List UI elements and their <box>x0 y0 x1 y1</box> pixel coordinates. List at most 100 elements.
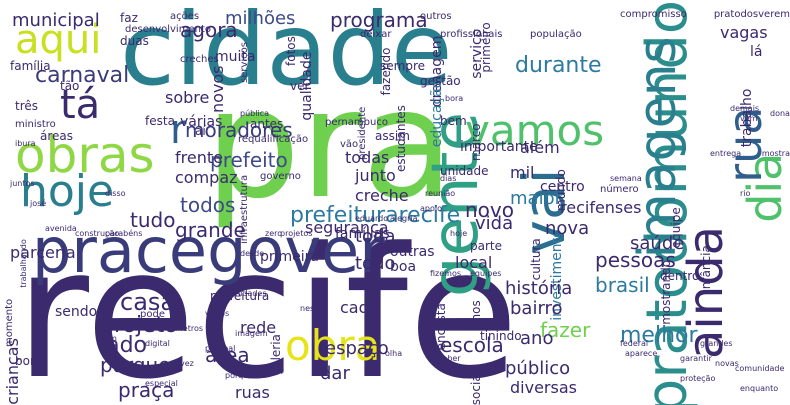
cloud-word: dona <box>770 109 790 118</box>
cloud-word: creche <box>355 186 409 205</box>
cloud-word: público <box>505 358 571 379</box>
cloud-word: momento <box>4 298 15 347</box>
cloud-word: olha <box>385 349 403 358</box>
cloud-word: prefeiturarecife <box>290 203 461 228</box>
cloud-word: agora <box>180 18 238 42</box>
cloud-word: diversas <box>510 378 577 397</box>
cloud-word: rio <box>740 189 751 198</box>
cloud-word: obra <box>285 321 381 370</box>
cloud-word: galeria <box>269 334 283 376</box>
cloud-word: gestão <box>420 74 461 88</box>
cloud-word: trabalhando <box>19 239 28 288</box>
cloud-word: avenida <box>45 224 77 233</box>
cloud-word: melhor <box>620 323 698 348</box>
cloud-word: festa <box>145 114 175 128</box>
cloud-word: proteção <box>680 374 716 383</box>
cloud-word: digital <box>145 339 170 348</box>
cloud-word: feliz <box>420 309 437 318</box>
cloud-word: muita <box>215 49 256 65</box>
cloud-word: vários <box>205 309 230 318</box>
cloud-word: novos <box>208 65 227 113</box>
cloud-word: ações <box>170 11 200 22</box>
cloud-word: projeto <box>100 313 178 338</box>
cloud-word: ibura <box>15 139 36 148</box>
cloud-word: moradores <box>185 118 293 142</box>
cloud-word: dois <box>470 319 495 333</box>
cloud-word: parque <box>100 353 171 377</box>
cloud-word: assim <box>375 129 410 143</box>
cloud-word: grande <box>175 218 246 242</box>
cloud-word: fotos <box>284 36 298 66</box>
cloud-word: infraestrutura <box>239 174 250 244</box>
cloud-word: carnaval <box>35 63 130 88</box>
cloud-word: fizemos <box>430 269 462 278</box>
cloud-word: semana <box>610 174 642 183</box>
cloud-word: creches <box>180 54 219 65</box>
cloud-word: vagas <box>720 23 768 42</box>
cloud-word: durante <box>515 53 602 78</box>
cloud-word: zero <box>265 229 283 238</box>
cloud-word: tão <box>60 79 80 93</box>
cloud-word: bora <box>445 94 464 103</box>
cloud-word: parabéns <box>105 229 143 238</box>
cloud-word: apoio <box>420 204 442 213</box>
cloud-word: grandes <box>700 339 733 348</box>
cloud-word: cada <box>340 298 379 317</box>
cloud-word: construção <box>75 229 120 238</box>
cloud-word: parte <box>470 239 502 253</box>
cloud-word: lá <box>750 44 763 60</box>
cloud-word: tudo <box>130 208 176 232</box>
cloud-word: escola <box>440 333 504 357</box>
cloud-word: serviços <box>239 42 250 83</box>
cloud-word: josé <box>30 199 47 208</box>
cloud-word: hoje <box>20 166 115 217</box>
cloud-word: estudantes <box>394 105 408 172</box>
cloud-word: reunião <box>425 189 456 198</box>
cloud-word: compaz <box>175 168 238 187</box>
cloud-word: garantir <box>680 354 712 363</box>
cloud-word: saúde <box>630 233 685 254</box>
cloud-word: sobre <box>165 88 210 107</box>
cloud-word: frente <box>175 148 223 167</box>
cloud-word: local <box>455 253 493 272</box>
cloud-word: vez <box>180 359 194 368</box>
cloud-word: cidade <box>120 0 453 108</box>
cloud-word: desenvolvimento <box>125 24 211 35</box>
cloud-word: r <box>170 107 187 153</box>
cloud-word: ano <box>520 328 554 349</box>
cloud-word: infância <box>699 245 713 293</box>
cloud-word: bom <box>15 354 42 368</box>
cloud-word: obras <box>15 126 155 184</box>
cloud-word: pernambuco <box>325 117 388 128</box>
cloud-word: dentro <box>660 269 700 283</box>
cloud-word: tá <box>60 82 101 128</box>
cloud-word: cerca <box>140 279 162 288</box>
cloud-word: unidade <box>440 164 489 178</box>
cloud-word: federal <box>620 339 649 348</box>
cloud-word: prefeitura <box>210 289 270 303</box>
cloud-word: novas <box>715 359 739 368</box>
cloud-word: novo <box>465 198 514 222</box>
cloud-word: pratodosverem <box>713 9 790 20</box>
cloud-word: tinindo <box>480 329 522 343</box>
cloud-word: ver <box>290 79 310 93</box>
cloud-word: pra <box>205 58 454 232</box>
cloud-word: demais <box>730 104 760 113</box>
cloud-word: importante <box>460 139 538 155</box>
cloud-word: segurança <box>305 218 389 237</box>
cloud-word: marco <box>469 123 483 161</box>
cloud-word: parceria <box>10 243 76 262</box>
cloud-word: alegria <box>390 214 418 223</box>
cloud-word: unidades <box>230 289 267 298</box>
cloud-word: porque <box>225 371 254 380</box>
cloud-word: ministro <box>15 119 56 130</box>
cloud-word: pracegover <box>32 214 385 287</box>
cloud-word: junto <box>355 166 396 185</box>
cloud-word: governo <box>260 171 301 182</box>
cloud-word: ruas <box>235 383 270 402</box>
cloud-word: vamos <box>465 106 605 155</box>
cloud-word: maior <box>510 188 562 209</box>
cloud-word: mil <box>510 163 535 182</box>
cloud-word: sem <box>100 334 117 343</box>
cloud-word: milhões <box>225 8 296 29</box>
